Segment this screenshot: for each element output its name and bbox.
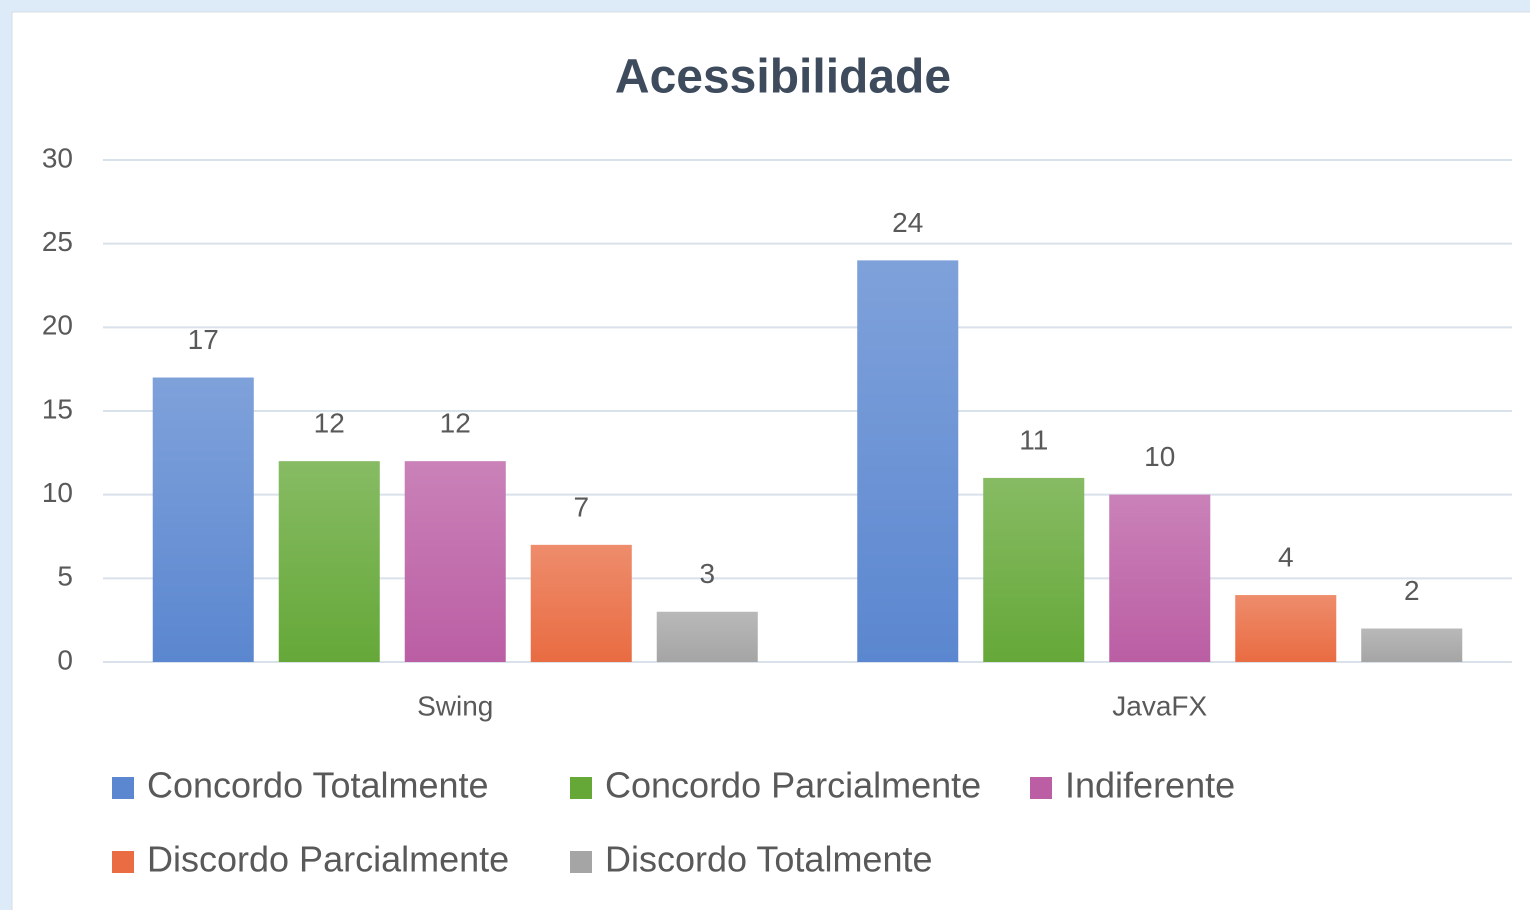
bar-sheen [404, 461, 506, 662]
x-tick-label: JavaFX [1112, 690, 1207, 721]
bar-sheen [1361, 628, 1463, 662]
y-tick-label: 5 [57, 561, 73, 592]
legend-swatch [112, 777, 134, 799]
legend-swatch [1030, 777, 1052, 799]
legend-label: Indiferente [1065, 765, 1235, 806]
data-label: 12 [314, 408, 345, 439]
bar-sheen [1235, 595, 1337, 662]
data-label: 17 [188, 324, 219, 355]
legend-label: Discordo Parcialmente [147, 839, 509, 880]
bar-sheen [983, 477, 1085, 662]
data-label: 2 [1404, 575, 1420, 606]
x-tick-label: Swing [417, 690, 493, 721]
legend-label: Discordo Totalmente [605, 839, 933, 880]
data-label: 12 [440, 408, 471, 439]
bar-sheen [278, 461, 380, 662]
data-label: 10 [1144, 441, 1175, 472]
chart-title: Acessibilidade [615, 51, 951, 104]
legend-label: Concordo Parcialmente [605, 765, 981, 806]
y-tick-label: 25 [42, 226, 73, 257]
data-label: 3 [699, 558, 715, 589]
bar-sheen [656, 611, 758, 662]
y-tick-label: 20 [42, 310, 73, 341]
data-label: 7 [573, 491, 589, 522]
data-label: 4 [1278, 541, 1294, 572]
legend-label: Concordo Totalmente [147, 765, 489, 806]
chart-panel [11, 11, 1530, 910]
legend-swatch [570, 851, 592, 873]
legend-swatch [112, 851, 134, 873]
bar-sheen [152, 377, 254, 662]
bar-sheen [857, 260, 959, 662]
y-tick-label: 30 [42, 142, 73, 173]
bar-sheen [1109, 494, 1211, 662]
y-tick-label: 0 [57, 644, 73, 675]
data-label: 24 [892, 207, 923, 238]
legend-swatch [570, 777, 592, 799]
bar-sheen [530, 544, 632, 662]
y-tick-label: 10 [42, 477, 73, 508]
data-label: 11 [1019, 424, 1048, 455]
y-tick-label: 15 [42, 393, 73, 424]
